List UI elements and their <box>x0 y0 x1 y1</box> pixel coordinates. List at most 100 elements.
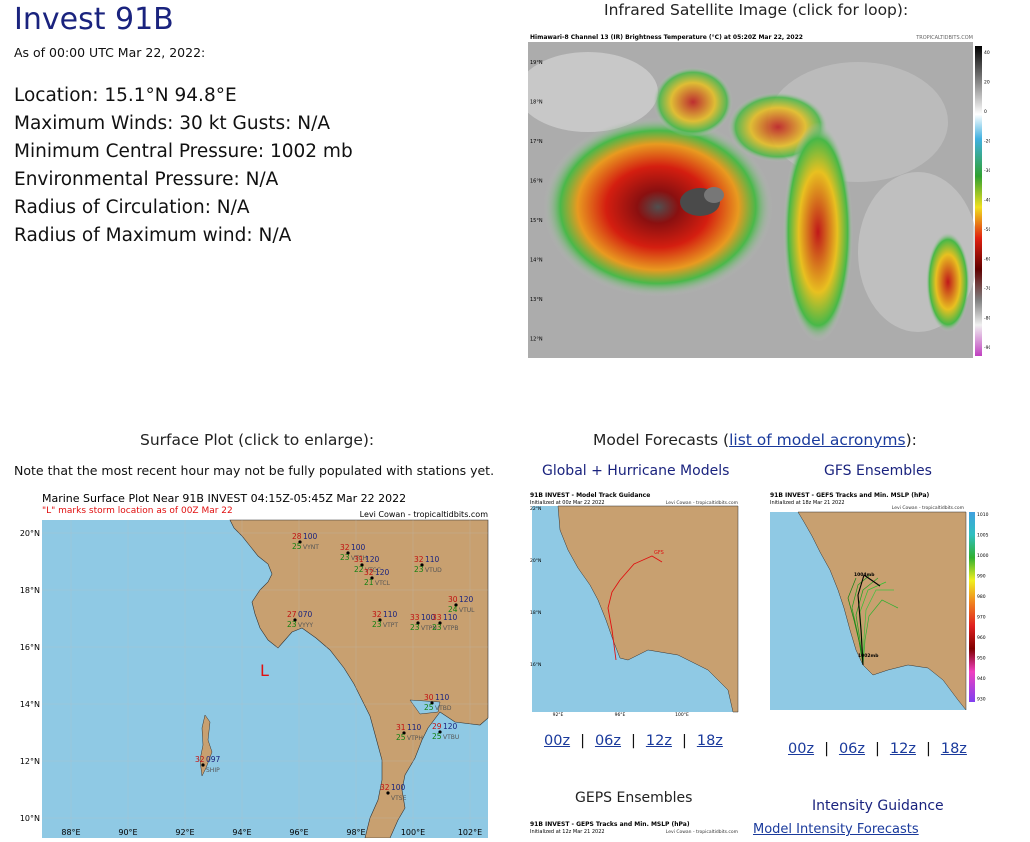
station-temp: 31 <box>396 723 406 732</box>
surface-plot-image[interactable]: Marine Surface Plot Near 91B INVEST 04:1… <box>10 490 492 839</box>
station-id: VTPH <box>407 735 423 742</box>
station-temp: 33 <box>410 613 420 622</box>
satellite-scale-label: -50 <box>984 227 990 233</box>
intensity-forecasts-link[interactable]: Model Intensity Forecasts <box>753 822 919 837</box>
satellite-heading: Infrared Satellite Image (click for loop… <box>604 1 909 19</box>
station-dot <box>386 791 390 795</box>
global-run-12z[interactable]: 12z <box>645 733 672 749</box>
surface-lon-label: 88°E <box>61 828 80 837</box>
surface-lat-label: 16°N <box>20 643 40 652</box>
global-lon-label: 96°E <box>615 712 626 718</box>
geps-ensemble-image[interactable]: 91B INVEST - GEPS Tracks and Min. MSLP (… <box>528 818 740 838</box>
satellite-scale-label: -20 <box>984 139 990 145</box>
geps-image-credit: Levi Cowan - tropicaltidbits.com <box>666 829 738 835</box>
gfs-scale-label: 930 <box>977 697 986 703</box>
global-model-track-image[interactable]: 91B INVEST - Model Track Guidance Initia… <box>528 490 740 718</box>
station-dot <box>430 701 434 705</box>
station-dot <box>201 763 205 767</box>
surface-lon-label: 94°E <box>232 828 251 837</box>
storm-radius-circulation: Radius of Circulation: N/A <box>14 197 250 218</box>
surface-lat-label: 14°N <box>20 700 40 709</box>
global-run-selector: 00z | 06z | 12z | 18z <box>544 733 723 749</box>
surface-lon-label: 96°E <box>289 828 308 837</box>
station-pressure: 110 <box>383 610 398 619</box>
global-models-heading: Global + Hurricane Models <box>542 463 730 479</box>
global-lon-label: 100°E <box>675 712 689 718</box>
satellite-scale-label: -30 <box>984 168 990 174</box>
gfs-scale-label: 980 <box>977 594 986 600</box>
surface-lon-labels: 88°E 90°E 92°E 94°E 96°E 98°E 100°E 102°E <box>61 828 482 837</box>
intensity-forecasts-link-wrap: Model Intensity Forecasts <box>753 822 919 837</box>
satellite-scale-label: -40 <box>984 198 990 204</box>
surface-svg: Marine Surface Plot Near 91B INVEST 04:1… <box>10 490 492 839</box>
gfs-scale-label: 1000 <box>977 553 989 559</box>
storm-min-pressure: Minimum Central Pressure: 1002 mb <box>14 141 353 162</box>
satellite-lat-label: 14°N <box>530 258 543 264</box>
model-track-line <box>607 579 621 661</box>
surface-lon-label: 102°E <box>458 828 482 837</box>
station-pressure: 120 <box>375 568 390 577</box>
station-id: VYNT <box>303 544 319 551</box>
station-dewpoint: 23 <box>410 623 420 632</box>
station-id: VTCL <box>375 580 391 587</box>
station-pressure: 110 <box>443 613 458 622</box>
global-run-06z[interactable]: 06z <box>594 733 622 749</box>
station-id: VTPN <box>421 625 437 632</box>
gfs-scale-labels: 1010 1005 1000 990 980 970 960 950 940 930 <box>977 512 989 703</box>
station-temp: 32 <box>340 543 350 552</box>
station-dewpoint: 23 <box>372 620 382 629</box>
storm-location: Location: 15.1°N 94.8°E <box>14 85 237 106</box>
gfs-run-18z[interactable]: 18z <box>940 741 967 757</box>
surface-plot-title: Marine Surface Plot Near 91B INVEST 04:1… <box>42 492 406 505</box>
storm-info-block: Location: 15.1°N 94.8°E Maximum Winds: 3… <box>14 82 353 250</box>
satellite-lat-label: 13°N <box>530 297 543 303</box>
station-dewpoint: 25 <box>292 542 302 551</box>
station-dot <box>438 730 442 734</box>
satellite-scale-label: 40 <box>984 50 990 56</box>
model-acronyms-link[interactable]: list of model acronyms <box>729 431 906 449</box>
satellite-svg: Himawari-8 Channel 13 (IR) Brightness Te… <box>518 32 991 368</box>
station-dewpoint: 25 <box>432 732 442 741</box>
global-lat-labels: 22°N 20°N 18°N 16°N <box>530 506 541 668</box>
global-run-00z[interactable]: 00z <box>544 733 571 749</box>
station-temp: 32 <box>195 755 205 764</box>
satellite-image[interactable]: Himawari-8 Channel 13 (IR) Brightness Te… <box>518 32 991 368</box>
station-dot <box>420 563 424 567</box>
station-dot <box>346 551 350 555</box>
gfs-scale-label: 950 <box>977 656 986 662</box>
gfs-run-00z[interactable]: 00z <box>788 741 815 757</box>
station-dewpoint: 23 <box>432 623 442 632</box>
station-pressure: 120 <box>459 595 474 604</box>
satellite-lat-label: 15°N <box>530 218 543 224</box>
storm-max-winds: Maximum Winds: 30 kt Gusts: N/A <box>14 113 330 134</box>
station-id: VTPB <box>443 625 459 632</box>
satellite-scale-label: 20 <box>984 80 990 86</box>
satellite-scale-label: 0 <box>984 109 987 115</box>
station-id: SHIP <box>206 767 220 774</box>
gfs-run-06z[interactable]: 06z <box>838 741 866 757</box>
surface-land <box>229 519 489 839</box>
gfs-ensemble-image[interactable]: 91B INVEST - GEFS Tracks and Min. MSLP (… <box>768 490 990 712</box>
gfs-scale-label: 960 <box>977 635 986 641</box>
global-run-18z[interactable]: 18z <box>696 733 723 749</box>
surface-plot-subtitle: "L" marks storm location as of 00Z Mar 2… <box>42 506 233 516</box>
station-id: VTUD <box>425 567 442 574</box>
surface-lon-label: 90°E <box>118 828 137 837</box>
station-dot <box>438 621 442 625</box>
gfs-ensembles-heading: GFS Ensembles <box>824 463 932 479</box>
gfs-run-12z[interactable]: 12z <box>889 741 916 757</box>
station-dot <box>360 563 364 567</box>
global-lon-label: 92°E <box>553 712 564 718</box>
surface-lon-label: 100°E <box>401 828 425 837</box>
surface-lat-label: 20°N <box>20 529 40 538</box>
station-dot <box>293 618 297 622</box>
station-temp: 28 <box>292 532 302 541</box>
storm-radius-max-wind: Radius of Maximum wind: N/A <box>14 225 292 246</box>
